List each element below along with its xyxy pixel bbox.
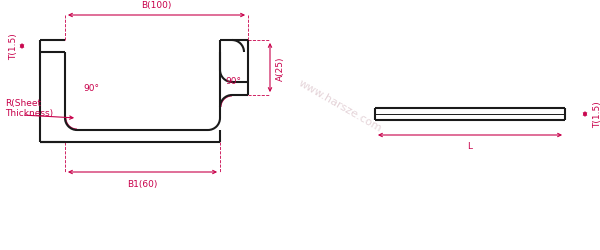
Text: Thickness): Thickness) <box>5 108 53 118</box>
Text: T(1.5): T(1.5) <box>10 34 19 60</box>
Text: www.harsze.com: www.harsze.com <box>296 78 383 134</box>
Text: 90°: 90° <box>83 84 99 93</box>
Text: A(25): A(25) <box>276 56 285 80</box>
Text: B1(60): B1(60) <box>127 179 158 188</box>
Text: T(1.5): T(1.5) <box>593 101 600 128</box>
Text: B(100): B(100) <box>142 1 172 10</box>
Text: R(Sheet: R(Sheet <box>5 98 41 108</box>
Text: L: L <box>467 142 473 150</box>
Text: 90°: 90° <box>225 77 241 86</box>
